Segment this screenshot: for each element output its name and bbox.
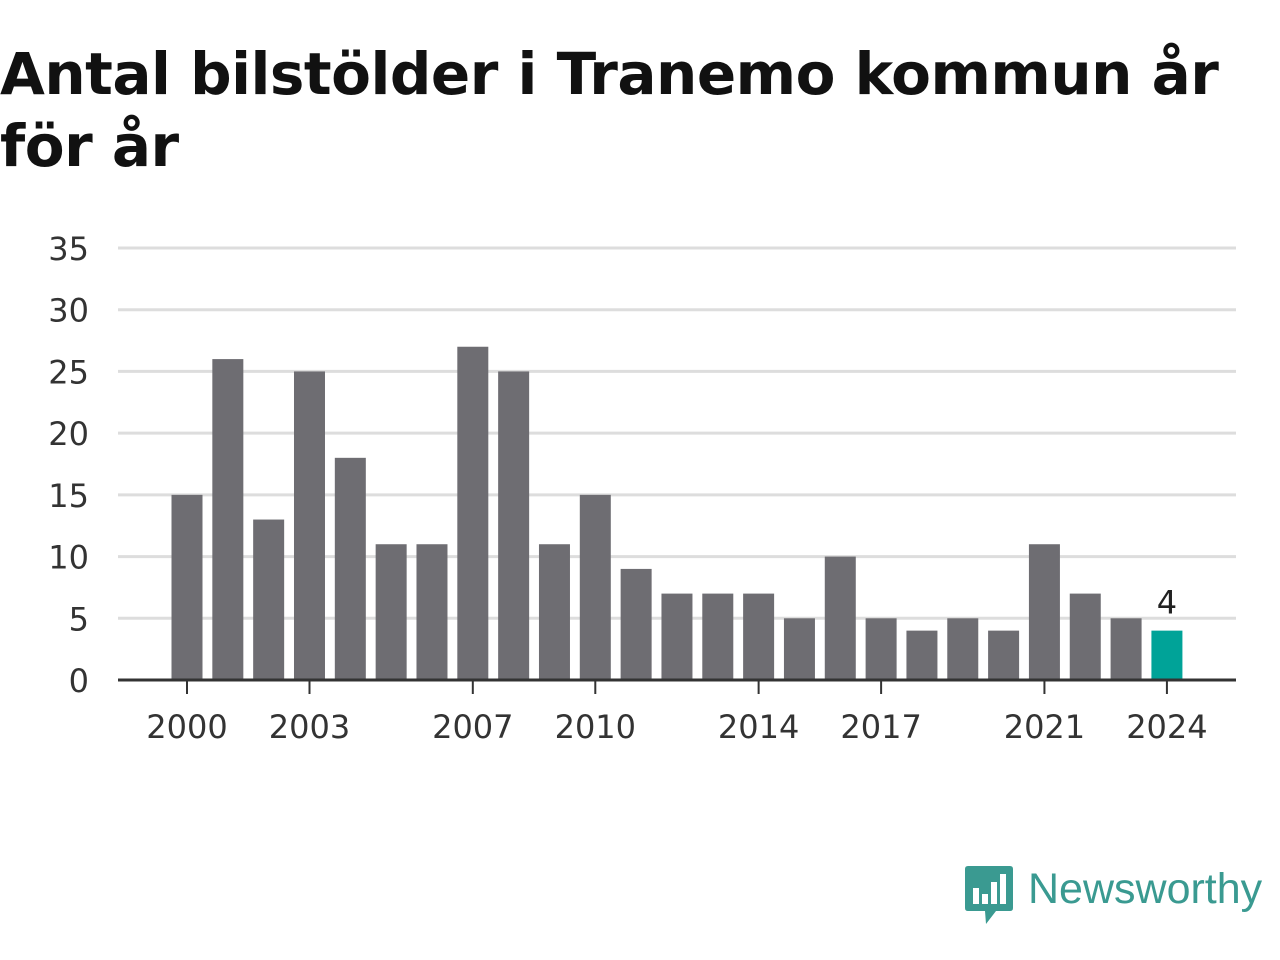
bar-2014 <box>743 593 775 680</box>
x-tick-label-2021: 2021 <box>1004 708 1085 746</box>
bar-2004 <box>334 457 366 680</box>
data-label-2024: 4 <box>1157 584 1177 622</box>
x-tick-label-2014: 2014 <box>718 708 799 746</box>
x-tick-label-2010: 2010 <box>555 708 636 746</box>
y-tick-label-5: 5 <box>69 600 89 638</box>
y-tick-label-20: 20 <box>48 415 89 453</box>
x-tick-label-2000: 2000 <box>146 708 227 746</box>
x-tick-label-2024: 2024 <box>1126 708 1207 746</box>
bar-2008 <box>498 371 530 680</box>
bar-2015 <box>783 618 815 680</box>
newsworthy-logo: Newsworthy <box>964 864 1262 928</box>
bar-2012 <box>661 593 693 680</box>
y-tick-label-10: 10 <box>48 539 89 577</box>
bar-2009 <box>538 544 570 680</box>
bar-2010 <box>579 494 611 680</box>
y-axis-ticks: 0 5 10 15 20 25 30 35 <box>48 230 89 700</box>
bars <box>171 346 1183 680</box>
bar-2001 <box>212 359 244 680</box>
gridlines <box>118 246 1236 620</box>
bar-2024 <box>1151 630 1183 680</box>
brand-name: Newsworthy <box>1028 865 1263 913</box>
x-tick-label-2003: 2003 <box>269 708 350 746</box>
y-tick-label-35: 35 <box>48 230 89 268</box>
bar-2006 <box>416 544 448 680</box>
y-tick-label-0: 0 <box>69 662 89 700</box>
y-tick-label-25: 25 <box>48 353 89 391</box>
bar-2016 <box>824 556 856 680</box>
bar-2011 <box>620 568 652 680</box>
bar-2013 <box>702 593 734 680</box>
bar-2019 <box>947 618 979 680</box>
bar-2007 <box>457 346 489 680</box>
bar-2018 <box>906 630 938 680</box>
y-tick-label-15: 15 <box>48 477 89 515</box>
bar-2023 <box>1110 618 1142 680</box>
bar-2020 <box>988 630 1020 680</box>
bar-2005 <box>375 544 407 680</box>
bar-2002 <box>253 519 285 680</box>
data-labels: 4 <box>1157 584 1177 622</box>
x-tick-label-2007: 2007 <box>432 708 513 746</box>
bar-chart: 0 5 10 15 20 25 30 35 4 2000 2003 2007 2010 2014 201… <box>48 230 1236 746</box>
x-axis-ticks: 2000 2003 2007 2010 2014 2017 2021 2024 <box>146 680 1208 746</box>
bar-2022 <box>1069 593 1101 680</box>
bar-2000 <box>171 494 203 680</box>
newsworthy-chart-bubble-icon <box>965 866 1013 924</box>
bar-2021 <box>1028 544 1060 680</box>
bar-2017 <box>865 618 897 680</box>
bar-2003 <box>293 371 325 680</box>
y-tick-label-30: 30 <box>48 292 89 330</box>
x-tick-label-2017: 2017 <box>840 708 921 746</box>
chart-title: Antal bilstölder i Tranemo kommun år för… <box>0 40 1219 180</box>
